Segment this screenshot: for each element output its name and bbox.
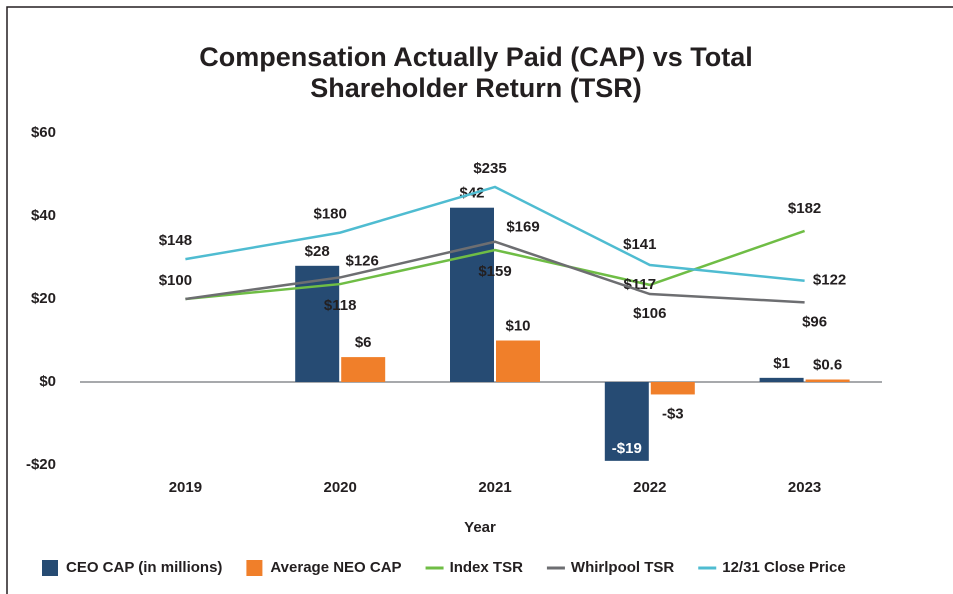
y-tick-label: $0 <box>39 373 56 390</box>
bar <box>650 382 695 395</box>
bar <box>496 340 540 382</box>
line <box>185 240 805 304</box>
legend-swatch <box>246 560 263 576</box>
data-label: $159 <box>478 263 511 280</box>
x-tick-label: 2020 <box>324 479 357 496</box>
legend-label: Index TSR <box>450 559 524 576</box>
bar <box>341 357 386 382</box>
data-label: $28 <box>305 243 330 260</box>
x-tick-label: 2019 <box>169 479 202 496</box>
chart-title: Compensation Actually Paid (CAP) vs Tota… <box>199 42 753 103</box>
data-label: $235 <box>473 160 506 177</box>
data-label: $126 <box>346 252 379 269</box>
data-label: $182 <box>788 200 821 217</box>
bar <box>450 207 494 382</box>
legend-label: Whirlpool TSR <box>571 559 674 576</box>
data-label: $1 <box>773 355 790 372</box>
y-tick-label: $60 <box>31 124 56 141</box>
legend-swatch <box>42 560 58 576</box>
y-tick-label: -$20 <box>26 456 56 473</box>
y-tick-label: $20 <box>31 290 56 307</box>
x-tick-label: 2023 <box>788 479 821 496</box>
x-axis-label: Year <box>464 519 496 536</box>
data-label: $141 <box>623 236 656 253</box>
line <box>185 185 805 282</box>
y-tick-label: $40 <box>31 207 56 224</box>
data-label: $0.6 <box>813 356 842 373</box>
bar <box>759 377 804 382</box>
data-label: $118 <box>324 297 357 314</box>
data-label: -$19 <box>612 440 642 457</box>
bar <box>604 382 649 461</box>
legend-label: Average NEO CAP <box>270 559 401 576</box>
bar <box>805 379 850 382</box>
frame <box>6 6 953 594</box>
legend-label: 12/31 Close Price <box>722 559 845 576</box>
data-label: $106 <box>633 305 666 322</box>
x-tick-label: 2022 <box>633 479 666 496</box>
legend-label: CEO CAP (in millions) <box>66 559 222 576</box>
data-label: $148 <box>159 232 192 249</box>
data-label: $169 <box>506 219 539 236</box>
data-label: $122 <box>813 272 846 289</box>
data-label: $100 <box>159 272 192 289</box>
line <box>185 229 806 301</box>
x-tick-label: 2021 <box>478 479 511 496</box>
data-label: $96 <box>802 313 827 330</box>
data-label: $10 <box>505 317 530 334</box>
data-label: -$3 <box>662 405 684 422</box>
data-label: $6 <box>355 334 372 351</box>
data-label: $180 <box>314 206 347 223</box>
